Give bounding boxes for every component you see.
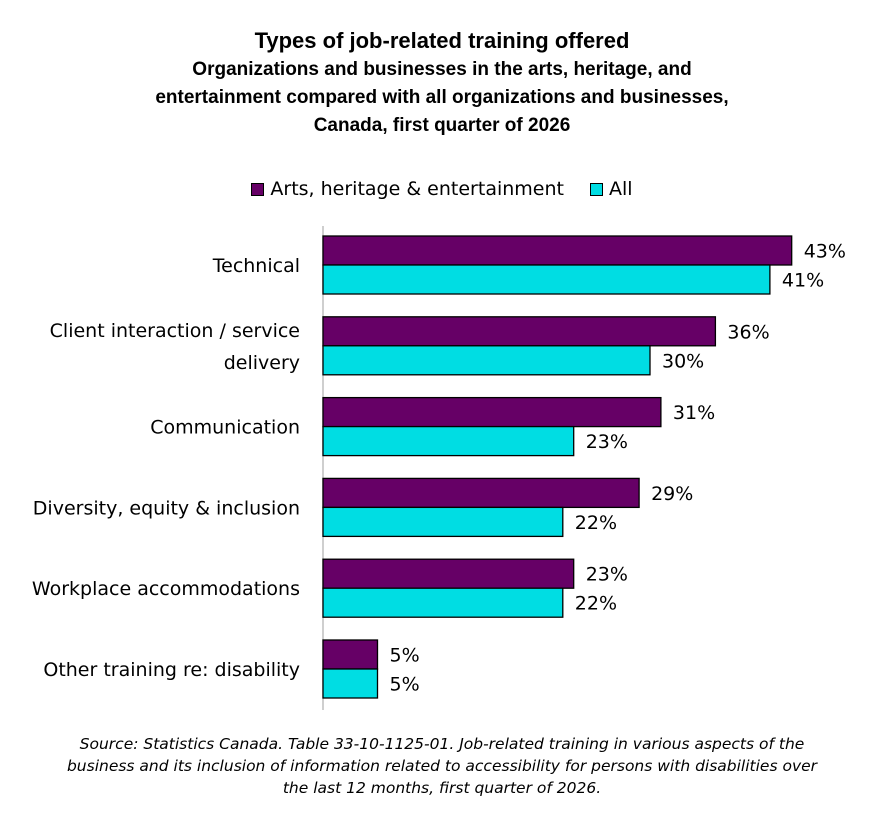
legend-item-arts: Arts, heritage & entertainment bbox=[251, 178, 564, 200]
category-label: Workplace accommodations bbox=[32, 578, 300, 600]
category-label: Client interaction / service bbox=[50, 320, 300, 342]
data-label: 36% bbox=[727, 321, 769, 343]
bar-all bbox=[322, 587, 564, 618]
bar-arts bbox=[322, 639, 379, 670]
chart-subtitle-line-2: entertainment compared with all organiza… bbox=[155, 87, 729, 108]
chart-subtitle-line-1: Organizations and businesses in the arts… bbox=[192, 59, 692, 80]
legend-swatch-all bbox=[590, 182, 604, 196]
chart-legend: Arts, heritage & entertainment All bbox=[0, 178, 884, 201]
bar-arts bbox=[322, 396, 662, 428]
bar-arts bbox=[322, 477, 640, 509]
data-label: 22% bbox=[575, 593, 617, 615]
chart-source-note: Source: Statistics Canada. Table 33-10-1… bbox=[20, 733, 864, 799]
data-label: 30% bbox=[662, 350, 704, 372]
chart-subtitle-line-3: Canada, first quarter of 2026 bbox=[313, 115, 571, 136]
bar-all bbox=[322, 506, 564, 538]
data-label: 5% bbox=[390, 674, 420, 696]
legend-swatch-arts bbox=[251, 182, 265, 196]
chart-titles: Types of job-related training offered Or… bbox=[0, 26, 884, 140]
category-label: Diversity, equity & inclusion bbox=[33, 497, 300, 519]
chart-title: Types of job-related training offered bbox=[254, 28, 630, 53]
bar-all bbox=[322, 345, 651, 376]
data-label: 43% bbox=[804, 241, 846, 263]
bar-arts bbox=[322, 316, 717, 347]
data-label: 22% bbox=[575, 512, 617, 534]
bar-all bbox=[322, 668, 379, 699]
legend-label-arts: Arts, heritage & entertainment bbox=[270, 178, 564, 200]
data-label: 23% bbox=[586, 564, 628, 586]
source-line-2: business and its inclusion of informatio… bbox=[66, 757, 818, 775]
category-label: delivery bbox=[224, 352, 300, 374]
bar-all bbox=[322, 425, 575, 457]
legend-item-all: All bbox=[590, 178, 633, 200]
data-label: 23% bbox=[586, 431, 628, 453]
bar-arts bbox=[322, 235, 793, 266]
category-label: Technical bbox=[212, 255, 300, 277]
source-line-1: Source: Statistics Canada. Table 33-10-1… bbox=[79, 735, 805, 753]
legend-label-all: All bbox=[609, 178, 633, 200]
bar-arts bbox=[322, 558, 575, 589]
data-label: 5% bbox=[390, 645, 420, 667]
data-label: 31% bbox=[673, 402, 715, 424]
category-label: Communication bbox=[150, 417, 300, 439]
source-line-3: the last 12 months, first quarter of 202… bbox=[282, 779, 602, 797]
data-label: 41% bbox=[782, 270, 824, 292]
category-label: Other training re: disability bbox=[43, 659, 300, 681]
bar-all bbox=[322, 264, 771, 295]
data-label: 29% bbox=[651, 483, 693, 505]
